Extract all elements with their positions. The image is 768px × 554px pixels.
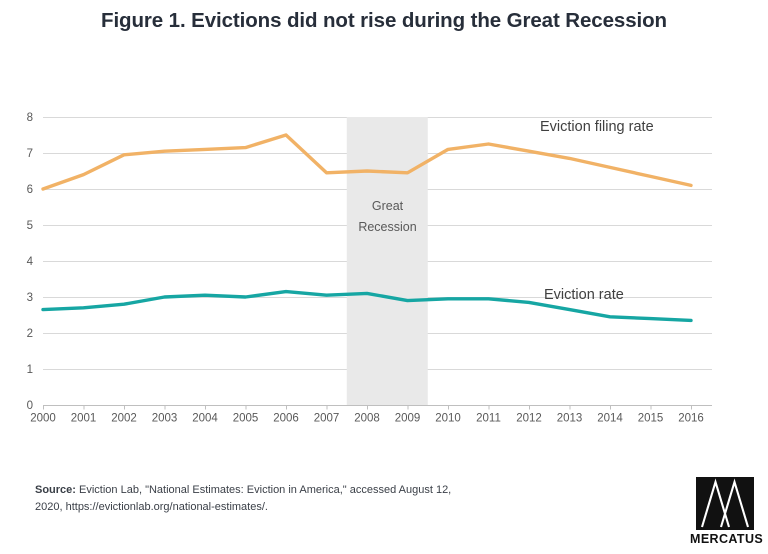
x-tick-label: 2015 [638, 413, 664, 425]
x-tick-label: 2003 [152, 413, 178, 425]
x-tick-label: 2014 [597, 413, 623, 425]
x-tick-label: 2002 [111, 413, 137, 425]
series-line-eviction-filing-rate [41, 133, 693, 191]
x-tick-label: 2004 [192, 413, 218, 425]
recession-band-label: Great Recession [347, 196, 428, 239]
x-tick-label: 2000 [30, 413, 56, 425]
series-label-eviction-filing-rate: Eviction filing rate [540, 119, 654, 135]
x-tick-label: 2013 [557, 413, 583, 425]
mercatus-logo: MERCATUS [690, 477, 764, 546]
x-tick-label: 2010 [435, 413, 461, 425]
y-tick-label: 1 [27, 364, 33, 376]
y-tick-label: 5 [27, 220, 33, 232]
x-tick-label: 2008 [354, 413, 380, 425]
y-tick-label: 2 [27, 328, 33, 340]
recession-band-label-line1: Great [371, 199, 404, 213]
mercatus-logo-text: MERCATUS [690, 532, 764, 546]
x-tick-label: 2009 [395, 413, 421, 425]
source-text: Eviction Lab, "National Estimates: Evict… [35, 484, 452, 513]
x-tick-label: 2006 [273, 413, 299, 425]
x-tick-label: 2016 [678, 413, 704, 425]
recession-band-label-line2: Recession [358, 220, 417, 235]
series-line-eviction-rate [41, 289, 693, 323]
source-label: Source: [35, 484, 76, 496]
y-tick-label: 7 [27, 148, 33, 160]
y-tick-label: 3 [27, 292, 33, 304]
recession-band [346, 117, 428, 405]
series-label-eviction-rate: Eviction rate [544, 287, 624, 303]
y-tick-label: 4 [27, 256, 34, 268]
x-tick-label: 2001 [71, 413, 97, 425]
source-note: Source: Eviction Lab, "National Estimate… [35, 482, 455, 515]
y-tick-label: 6 [27, 184, 33, 196]
y-tick-label: 8 [27, 112, 33, 124]
figure-title: Figure 1. Evictions did not rise during … [101, 9, 667, 32]
x-tick-label: 2007 [314, 413, 340, 425]
mercatus-monogram-icon [696, 477, 754, 530]
x-tick-label: 2011 [476, 413, 501, 425]
y-tick-label: 0 [27, 400, 33, 412]
x-tick-label: 2005 [233, 413, 259, 425]
x-tick-label: 2012 [516, 413, 542, 425]
